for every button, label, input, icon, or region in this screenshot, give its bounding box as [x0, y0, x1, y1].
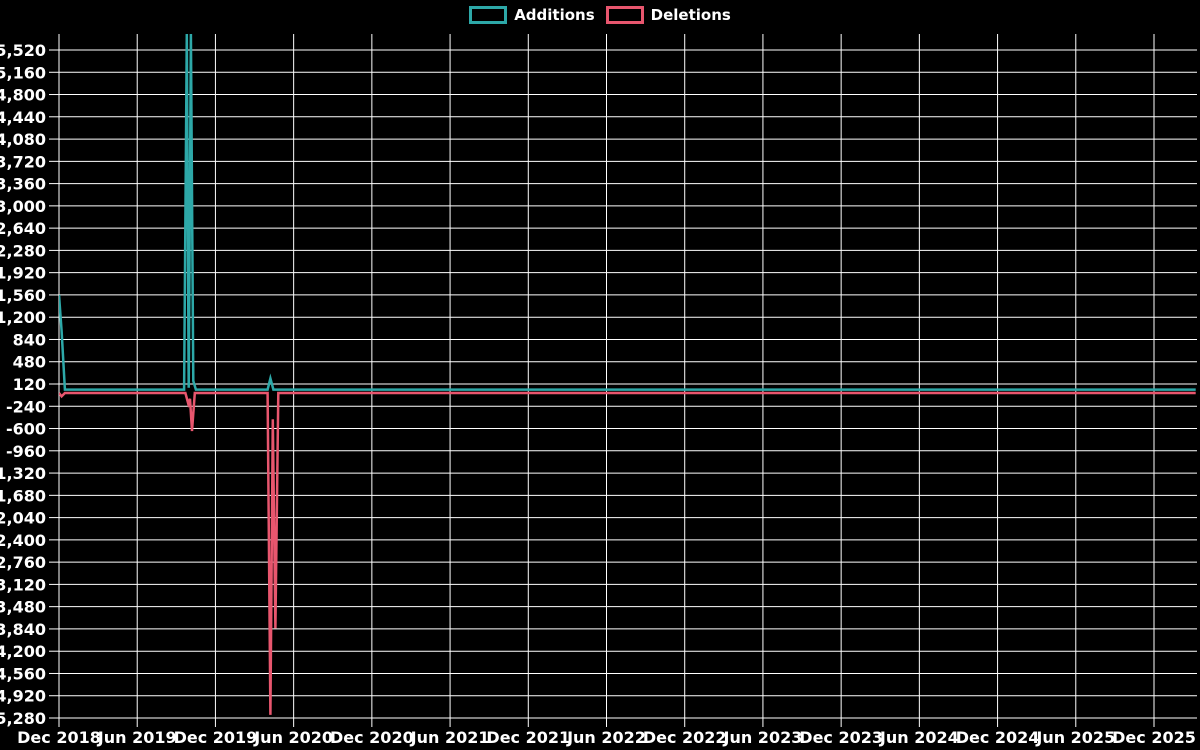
- x-tick-label: Jun 2024: [879, 728, 959, 747]
- x-tick-label: Jun 2025: [1035, 728, 1115, 747]
- y-tick-label: 3,000: [0, 197, 46, 216]
- y-tick-label: 1,560: [0, 286, 46, 305]
- y-tick-label: -1,320: [0, 464, 46, 483]
- y-tick-label: -3,480: [0, 598, 46, 617]
- y-tick-label: 4,800: [0, 86, 46, 105]
- deletions-line: [59, 391, 1196, 715]
- y-tick-label: -600: [6, 420, 46, 439]
- y-tick-label: 3,360: [0, 175, 46, 194]
- y-tick-label: 2,280: [0, 241, 46, 260]
- y-tick-label: 120: [13, 375, 46, 394]
- y-tick-label: 480: [13, 353, 46, 372]
- x-tick-label: Jun 2023: [723, 728, 803, 747]
- legend-item-deletions[interactable]: Deletions: [605, 5, 731, 24]
- x-tick-label: Jun 2020: [253, 728, 333, 747]
- x-tick-label: Dec 2020: [330, 728, 414, 747]
- x-tick-label: Jun 2021: [410, 728, 490, 747]
- y-tick-label: -3,120: [0, 575, 46, 594]
- chart-legend: Additions Deletions: [0, 6, 1200, 24]
- additions-swatch-icon: [469, 6, 508, 24]
- y-tick-label: 1,200: [0, 308, 46, 327]
- legend-label-deletions: Deletions: [650, 5, 731, 24]
- y-tick-label: -4,200: [0, 642, 46, 661]
- y-tick-label: 1,920: [0, 264, 46, 283]
- x-tick-label: Dec 2024: [956, 728, 1040, 747]
- legend-label-additions: Additions: [514, 5, 595, 24]
- y-tick-label: -1,680: [0, 486, 46, 505]
- y-tick-label: 5,160: [0, 63, 46, 82]
- y-tick-label: -2,760: [0, 553, 46, 572]
- y-tick-label: -3,840: [0, 620, 46, 639]
- x-tick-label: Jun 2022: [566, 728, 646, 747]
- deletions-swatch-icon: [605, 6, 644, 24]
- y-tick-label: 2,640: [0, 219, 46, 238]
- x-tick-label: Dec 2018: [17, 728, 101, 747]
- x-tick-label: Dec 2023: [799, 728, 883, 747]
- y-tick-label: 4,440: [0, 108, 46, 127]
- legend-item-additions[interactable]: Additions: [469, 5, 595, 24]
- x-tick-label: Dec 2019: [174, 728, 258, 747]
- y-tick-label: -2,400: [0, 531, 46, 550]
- x-tick-label: Jun 2019: [97, 728, 177, 747]
- x-tick-label: Dec 2021: [486, 728, 570, 747]
- y-tick-label: 3,720: [0, 152, 46, 171]
- additions-line: [59, 34, 1196, 391]
- y-tick-label: -2,040: [0, 509, 46, 528]
- y-tick-label: -960: [6, 442, 46, 461]
- y-tick-label: -4,560: [0, 664, 46, 683]
- y-tick-label: -240: [6, 397, 46, 416]
- y-tick-label: 4,080: [0, 130, 46, 149]
- y-tick-label: -4,920: [0, 687, 46, 706]
- y-tick-label: -5,280: [0, 709, 46, 728]
- x-tick-label: Dec 2025: [1112, 728, 1196, 747]
- y-tick-label: 5,520: [0, 41, 46, 60]
- y-tick-label: 840: [13, 330, 46, 349]
- x-tick-label: Dec 2022: [643, 728, 727, 747]
